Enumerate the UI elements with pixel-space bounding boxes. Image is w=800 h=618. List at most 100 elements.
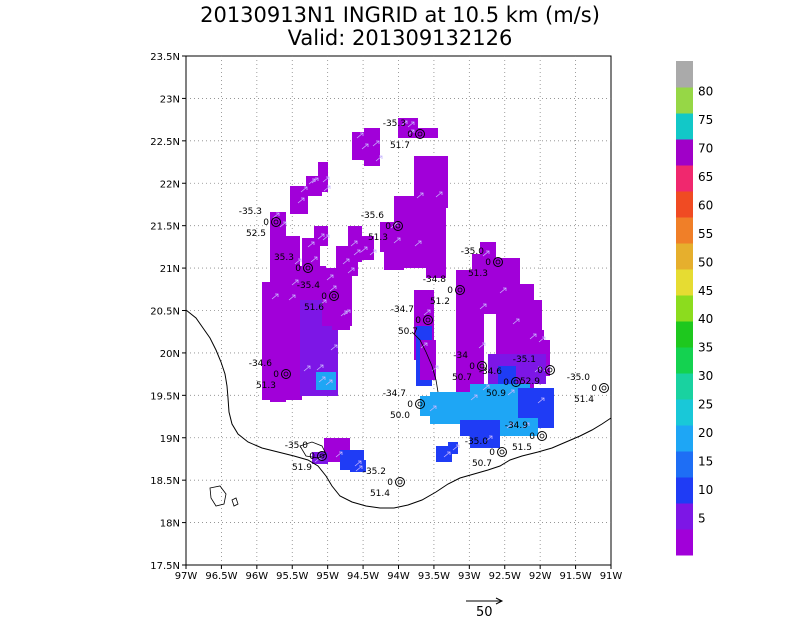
colorbar-swatch	[676, 529, 693, 556]
colorbar-swatch	[676, 139, 693, 166]
wind-arrow	[407, 129, 415, 136]
wind-arrow	[423, 309, 431, 316]
colorbar-swatch	[676, 87, 693, 114]
station-top-value: -35.3	[239, 207, 262, 217]
wind-arrow	[354, 460, 362, 467]
station-mid-value: 0	[263, 218, 269, 228]
station-top-value: -35.2	[363, 467, 386, 477]
station-top-value: -35.0	[285, 441, 309, 451]
station-top-value: -35.0	[465, 437, 489, 447]
wind-arrow	[499, 287, 507, 294]
station-bottom-value: 51.4	[574, 395, 594, 405]
lat-label: 21N	[160, 264, 180, 275]
wind-arrow	[529, 333, 537, 340]
wind-arrow	[393, 237, 401, 244]
reflectivity-cell	[316, 372, 336, 390]
wind-arrow	[507, 389, 515, 396]
wind-arrow	[272, 212, 280, 219]
reflectivity-cell	[290, 186, 308, 214]
colorbar-swatch	[676, 295, 693, 322]
station-mid-value: 0	[407, 130, 413, 140]
wind-arrow	[322, 176, 330, 183]
colorbar-label: 80	[698, 84, 713, 98]
colorbar-swatch	[676, 399, 693, 426]
lat-label: 20N	[160, 349, 180, 360]
lon-label: 95.5W	[276, 571, 308, 582]
wind-arrow	[342, 258, 350, 265]
wind-arrow	[271, 293, 279, 300]
colorbar-label: 25	[698, 398, 713, 412]
station-mid-value: 0	[503, 378, 509, 388]
wind-arrow	[322, 234, 330, 241]
colorbar-label: 55	[698, 227, 713, 241]
wind-scale-label: 50	[476, 605, 493, 618]
reflectivity-cell	[420, 396, 440, 416]
station-top-value: -34.7	[391, 305, 414, 315]
wind-arrow	[479, 303, 487, 310]
colorbar-label: 20	[698, 426, 713, 440]
wind-arrow	[314, 456, 322, 463]
wind-arrow	[470, 394, 478, 401]
colorbar-swatch	[676, 61, 693, 88]
wind-arrow	[538, 336, 546, 343]
wind-arrow	[372, 140, 380, 147]
colorbar-swatch	[676, 321, 693, 348]
station-bottom-value: 50.7	[472, 459, 492, 469]
colorbar-label: 10	[698, 483, 713, 497]
colorbar-swatch	[676, 165, 693, 192]
station-bottom-value: 50.9	[486, 389, 506, 399]
wind-arrow	[478, 342, 486, 349]
lat-label: 20.5N	[150, 307, 180, 318]
station-bottom-value: 51.2	[430, 297, 450, 307]
reflectivity-cell	[400, 128, 438, 138]
reflectivity-cell	[380, 222, 396, 252]
lon-label: 92.5W	[489, 571, 521, 582]
station-top-value: -34.7	[383, 389, 406, 399]
lat-label: 22N	[160, 179, 180, 190]
lat-label: 18N	[160, 519, 180, 530]
colorbar-swatch	[676, 451, 693, 478]
station-bottom-value: 51.9	[292, 463, 312, 473]
lat-label: 23.5N	[150, 52, 180, 63]
station-top-value: -34.8	[423, 275, 447, 285]
wind-arrow	[317, 233, 325, 240]
reflectivity-cells	[262, 118, 554, 472]
wind-arrow	[356, 132, 364, 139]
station-mid-value: 0	[309, 452, 315, 462]
reflectivity-cell	[332, 304, 350, 330]
lon-label: 95W	[316, 571, 339, 582]
wind-arrow	[443, 451, 451, 458]
colorbar-label: 40	[698, 312, 713, 326]
reflectivity-cell	[420, 340, 436, 380]
wind-arrow	[361, 143, 369, 150]
station-bottom-value: 52.5	[246, 229, 266, 239]
station-mid-value: 0	[447, 286, 453, 296]
wind-arrow	[512, 318, 520, 325]
wind-arrow	[318, 376, 326, 383]
station-mid-value: 0	[489, 448, 495, 458]
station-mid-value: 0	[407, 400, 413, 410]
station-top-value: -34	[453, 351, 468, 361]
wind-arrow	[323, 185, 331, 192]
colorbar-label: 75	[698, 113, 713, 127]
station-bottom-value: 52.9	[520, 377, 540, 387]
lat-label: 22.5N	[150, 137, 180, 148]
wind-arrow	[319, 299, 327, 306]
wind-arrow	[416, 192, 424, 199]
wind-arrow	[420, 342, 428, 349]
reflectivity-cell	[356, 236, 374, 260]
station-bottom-value: 51.3	[468, 269, 488, 279]
reflectivity-cell	[262, 282, 302, 400]
station-bottom-value: 51.4	[370, 489, 390, 499]
